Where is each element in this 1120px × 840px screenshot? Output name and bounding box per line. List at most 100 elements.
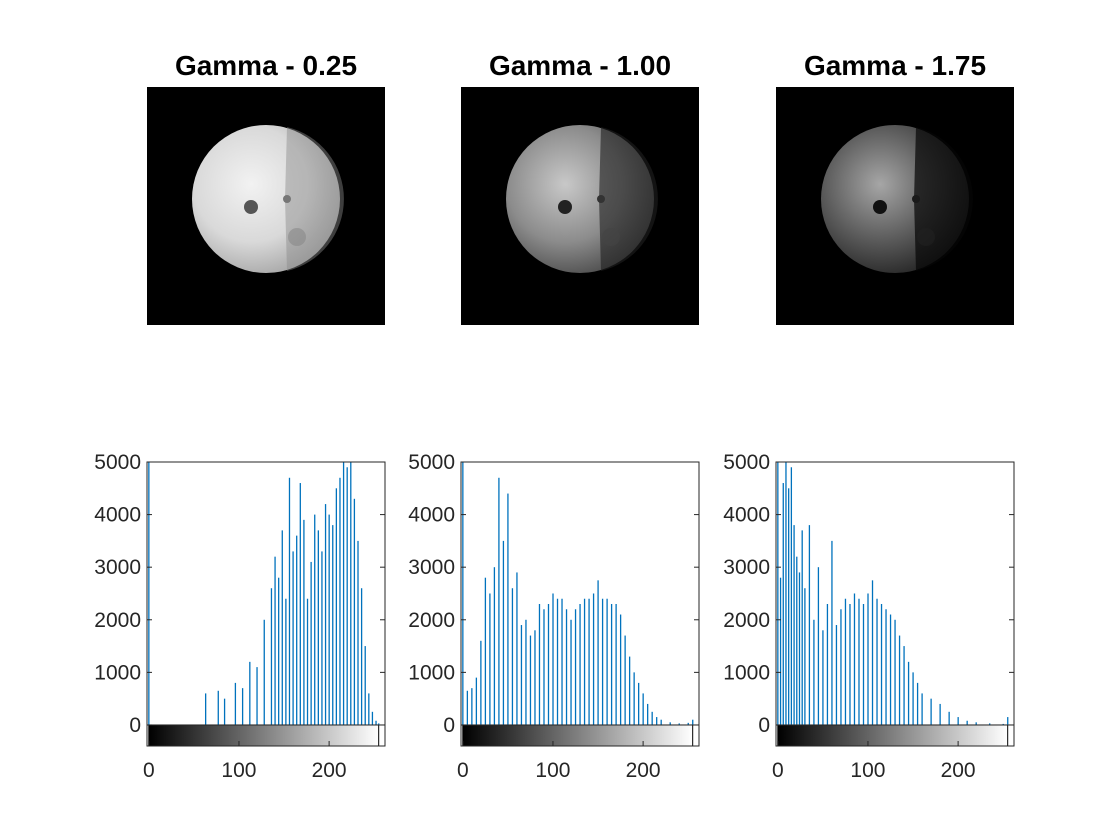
colorbar-strip xyxy=(148,724,380,747)
histogram-bar xyxy=(552,593,554,725)
histogram-bar xyxy=(462,462,464,725)
histogram-bar xyxy=(475,677,478,725)
histogram-bar xyxy=(930,698,932,725)
x-tick-label: 200 xyxy=(312,759,347,782)
histogram-bar xyxy=(498,477,500,725)
histogram-bar xyxy=(840,609,842,725)
y-tick-label: 1000 xyxy=(94,661,141,684)
histogram-bar xyxy=(489,593,491,725)
histogram-bar xyxy=(889,614,892,725)
histogram-bar xyxy=(371,711,374,725)
histogram-2: 0 1000 2000 3000 4000 5000 0 100 200 xyxy=(723,451,1015,782)
histogram-bar xyxy=(939,703,941,725)
histogram-bar xyxy=(502,540,505,725)
histogram-bar xyxy=(606,598,608,725)
histogram-bar xyxy=(989,723,991,725)
histogram-bar xyxy=(642,693,644,725)
x-tick-label: 100 xyxy=(850,759,885,782)
histogram-bar xyxy=(867,593,869,725)
y-tick-label: 1000 xyxy=(408,661,455,684)
y-tick-label: 4000 xyxy=(723,504,770,527)
histogram-bar xyxy=(871,580,874,725)
histogram-bar xyxy=(876,598,878,725)
histogram-bar xyxy=(241,688,244,725)
histogram-bar xyxy=(777,462,779,725)
histogram-bar xyxy=(669,722,671,725)
histogram-bar xyxy=(656,717,658,725)
x-tick-label: 100 xyxy=(535,759,570,782)
histogram-bar xyxy=(921,693,923,725)
histogram-bar xyxy=(1007,717,1009,725)
y-tick-label: 1000 xyxy=(723,661,770,684)
histogram-bar xyxy=(817,567,820,725)
histogram-bar xyxy=(660,719,662,725)
histogram-bar xyxy=(880,604,883,725)
histogram-bar xyxy=(975,722,977,725)
histogram-bar xyxy=(793,525,795,725)
histogram-bar xyxy=(342,462,345,725)
histogram-bar xyxy=(822,630,824,725)
histogram-bar xyxy=(788,488,790,725)
histogram-bar xyxy=(204,693,207,725)
histogram-bar xyxy=(885,609,887,725)
histogram-bar xyxy=(570,619,572,725)
histogram-bar xyxy=(350,462,352,725)
histogram-bar xyxy=(223,698,226,725)
histogram-bar xyxy=(894,619,896,725)
histogram-bar xyxy=(556,598,559,725)
histogram-bar xyxy=(520,625,523,725)
moon-image-gamma-025 xyxy=(147,87,385,325)
histogram-bar xyxy=(353,498,356,725)
histogram-bar xyxy=(516,572,518,725)
y-tick-label: 0 xyxy=(129,714,141,737)
x-tick-label: 0 xyxy=(772,759,784,782)
histogram-bar xyxy=(525,619,527,725)
histogram-bar xyxy=(849,604,851,725)
y-tick-label: 3000 xyxy=(94,556,141,579)
histogram-bar xyxy=(574,609,577,725)
histogram-bar xyxy=(357,540,359,725)
histogram-0: 0 1000 2000 3000 4000 5000 0 100 200 xyxy=(94,451,386,782)
colorbar-strip xyxy=(777,724,1009,747)
histogram-bar xyxy=(299,483,301,725)
histogram-bar xyxy=(790,467,793,725)
histogram-bar xyxy=(324,504,327,725)
histogram-bar xyxy=(579,604,581,725)
histogram-bar xyxy=(378,723,380,725)
histogram-bar xyxy=(529,635,532,725)
histogram-bar xyxy=(148,462,150,725)
y-tick-label: 2000 xyxy=(408,609,455,632)
histogram-bar xyxy=(619,614,622,725)
histogram-bar xyxy=(853,593,856,725)
histogram-bar xyxy=(801,530,803,725)
histogram-bar xyxy=(966,720,968,725)
histogram-bar xyxy=(782,483,784,725)
histogram-bar xyxy=(538,604,541,725)
histogram-bar xyxy=(466,690,469,725)
panel-title-gamma-100: Gamma - 1.00 xyxy=(488,50,672,81)
panel-title-gamma-175: Gamma - 1.75 xyxy=(803,50,987,81)
y-tick-label: 4000 xyxy=(408,504,455,527)
histogram-bar xyxy=(484,577,487,725)
moon-image-gamma-100 xyxy=(461,87,699,325)
histogram-bar xyxy=(813,619,815,725)
histogram-bar xyxy=(480,640,482,725)
y-tick-label: 5000 xyxy=(408,451,455,474)
histogram-bar xyxy=(234,682,237,725)
histogram-bar xyxy=(471,688,473,725)
histogram-bar xyxy=(804,588,806,725)
histogram-bar xyxy=(364,646,366,725)
histogram-bar xyxy=(368,693,370,725)
y-tick-label: 3000 xyxy=(408,556,455,579)
histogram-bar xyxy=(339,477,341,725)
histogram-bar xyxy=(592,593,595,725)
histogram-bar xyxy=(610,604,613,725)
histogram-bar xyxy=(957,717,959,725)
histogram-bar xyxy=(346,467,348,725)
colorbar-strip xyxy=(462,724,694,747)
histogram-bar xyxy=(898,635,901,725)
histogram-bar xyxy=(651,711,653,725)
histogram-bar xyxy=(862,604,865,725)
histogram-bar xyxy=(303,519,305,725)
